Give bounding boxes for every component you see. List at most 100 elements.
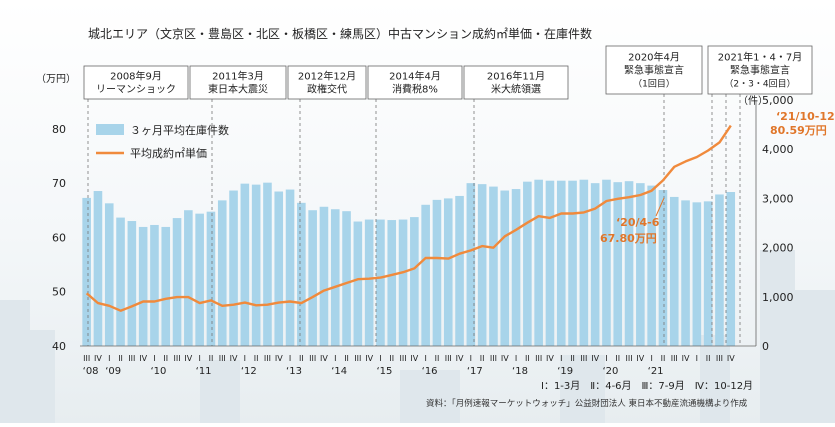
annotation-pointer [655,197,665,217]
inventory-bar [172,218,182,346]
quarter-tick-label: IV [636,354,644,363]
quarter-tick-label: III [445,354,452,363]
quarter-tick-label: III [535,354,542,363]
inventory-bar [523,181,532,346]
quarter-tick-label: IV [727,354,735,363]
annotation-text: ‘20/4-6 [616,216,660,229]
quarter-tick-label: IV [591,354,599,363]
skyline-building [560,355,605,423]
quarter-tick-label: I [334,354,336,363]
inventory-bar [466,183,476,346]
inventory-bar [297,202,306,346]
quarter-tick-label: III [716,354,723,363]
event-label: リーマンショック [96,84,176,96]
inventory-bar [353,221,363,346]
quarter-tick-label: II [435,354,440,363]
event-box [605,45,703,95]
quarter-tick-label: I [153,354,155,363]
event-label: 2008年9月 [110,70,162,83]
quarter-tick-label: II [299,354,304,363]
event-box [463,65,569,100]
inventory-bar [161,226,171,346]
quarter-tick-label: II [570,354,575,363]
quarter-tick-label: III [671,354,678,363]
quarter-tick-label: III [400,354,407,363]
quarter-tick-label: III [354,354,361,363]
quarter-tick-label: IV [94,354,102,363]
quarter-tick-label: IV [365,354,373,363]
skyline-illustration [0,250,835,423]
inventory-bar [579,179,589,346]
year-tick-label: ‘21 [648,366,664,377]
inventory-bar [715,194,724,346]
inventory-bar [692,202,702,346]
inventory-bars [82,179,736,346]
inventory-bar [364,219,374,346]
year-tick-label: ‘19 [557,366,573,377]
event-box [83,65,189,100]
year-tick-label: ‘10 [150,366,166,377]
skyline-building [795,290,835,423]
year-tick-label: ‘20 [602,366,618,377]
quarter-tick-label: I [289,354,291,363]
left-tick-label: 50 [52,286,66,299]
quarter-tick-label: IV [230,354,238,363]
quarter-tick-label: III [174,354,181,363]
legend-swatch-inventory [96,124,124,135]
quarter-tick-label: IV [501,354,509,363]
left-axis-ticks: 40 50 60 70 80 [52,123,66,353]
inventory-bar [251,184,261,346]
inventory-bar [681,200,690,346]
quarter-tick-label: IV [139,354,147,363]
quarter-tick-label: II [209,354,214,363]
year-tick-label: ‘13 [286,366,302,377]
inventory-bar [116,217,125,346]
quarter-tick-label: III [83,354,90,363]
quarter-tick-label: II [706,354,711,363]
inventory-bar [330,209,340,346]
inventory-bar [624,181,634,346]
inventory-bar [184,210,193,346]
quarter-tick-label: I [244,354,246,363]
inventory-bar [150,224,159,346]
inventory-bar [511,189,521,346]
right-tick-label: 2,000 [762,242,794,255]
quarter-tick-label: I [198,354,200,363]
year-tick-label: ‘12 [241,366,257,377]
quarter-tick-label: I [424,354,426,363]
inventory-bar [319,206,329,346]
event-box [367,65,463,100]
quarter-tick-label: IV [682,354,690,363]
quarter-labels: III IV I II III IV I II III IV I II III IV I II III IV I II… [83,354,735,363]
year-tick-label: ‘09 [105,366,121,377]
annotation-text: 80.59万円 [770,124,827,137]
skyline-building [0,300,30,423]
quarter-tick-label: III [626,354,633,363]
quarter-tick-label: IV [320,354,328,363]
right-tick-label: 5,000 [762,94,794,107]
inventory-bar [138,226,148,346]
inventory-bar [636,183,645,346]
left-axis-unit: （万円） [36,73,76,85]
inventory-bar [568,180,577,346]
quarter-tick-label: III [490,354,497,363]
inventory-bar [556,180,566,346]
inventory-bar [308,210,317,346]
inventory-bar [669,196,679,346]
event-box [707,45,813,95]
inventory-bar [421,204,430,346]
inventory-bar [342,211,351,346]
inventory-bar [455,195,464,346]
year-tick-label: ‘17 [467,366,483,377]
year-tick-label: ‘11 [196,366,212,377]
left-tick-label: 40 [52,340,66,353]
quarter-tick-label: II [661,354,666,363]
inventory-bar [613,182,623,346]
inventory-bar [443,198,453,346]
quarter-tick-label: I [605,354,607,363]
quarter-tick-label: II [480,354,485,363]
inventory-bar [398,219,408,346]
quarter-tick-label: I [470,354,472,363]
inventory-bar [263,182,272,346]
